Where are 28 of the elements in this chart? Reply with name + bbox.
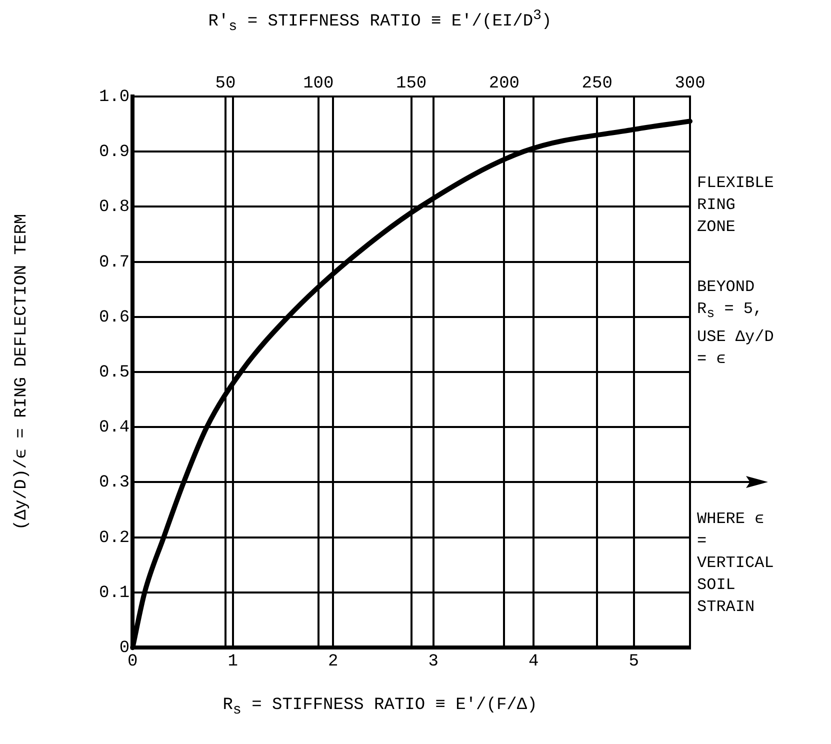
y-tick-label: 0.6: [98, 308, 130, 328]
x-tick-label: 5: [628, 652, 639, 672]
x2-tick-label: 250: [582, 74, 612, 94]
x-tick-label: 3: [428, 652, 438, 672]
y-tick-label: 1.0: [98, 88, 130, 107]
y-tick-label: 0.8: [98, 198, 130, 218]
text: WHERE ϵ = VERTICAL SOIL STRAIN: [697, 509, 775, 618]
x2-tick-label: 150: [396, 74, 427, 94]
y-tick-label: 0.4: [98, 418, 130, 438]
x2-tick-label: 100: [303, 74, 334, 94]
y-tick-label: 0.9: [98, 143, 130, 162]
y-tick-label: 0.7: [98, 253, 130, 272]
x2-tick-label: 50: [215, 74, 236, 94]
y-tick-label: 0.1: [98, 584, 130, 603]
text: FLEXIBLE RING ZONE: [697, 173, 775, 238]
x-tick-label: 2: [328, 652, 338, 672]
x-tick-label: 4: [528, 652, 539, 672]
x2-tick-label: 200: [488, 74, 520, 94]
x2-tick-label: 300: [674, 74, 706, 94]
x-tick-label: 1: [228, 652, 238, 672]
y-tick-label: 0.3: [98, 474, 130, 493]
text: BEYOND R$_{s}$ = 5, USE Δy/D = ϵ: [697, 277, 775, 370]
y-tick-label: 0.5: [98, 364, 130, 382]
x2-axis-title: R'$_{s}$ = STIFFNESS RATIO ≡ E'/(EI/D$^{3}$): [207, 8, 553, 36]
y-tick-label: 0.2: [98, 528, 130, 548]
y-axis-title: (Δy/D)/ϵ = RING DEFLECTION TERM: [12, 214, 32, 530]
y-tick-label: 0: [119, 639, 130, 658]
x-axis-title: R$_{s}$ = STIFFNESS RATIO ≡ E'/(F/Δ): [222, 696, 538, 718]
